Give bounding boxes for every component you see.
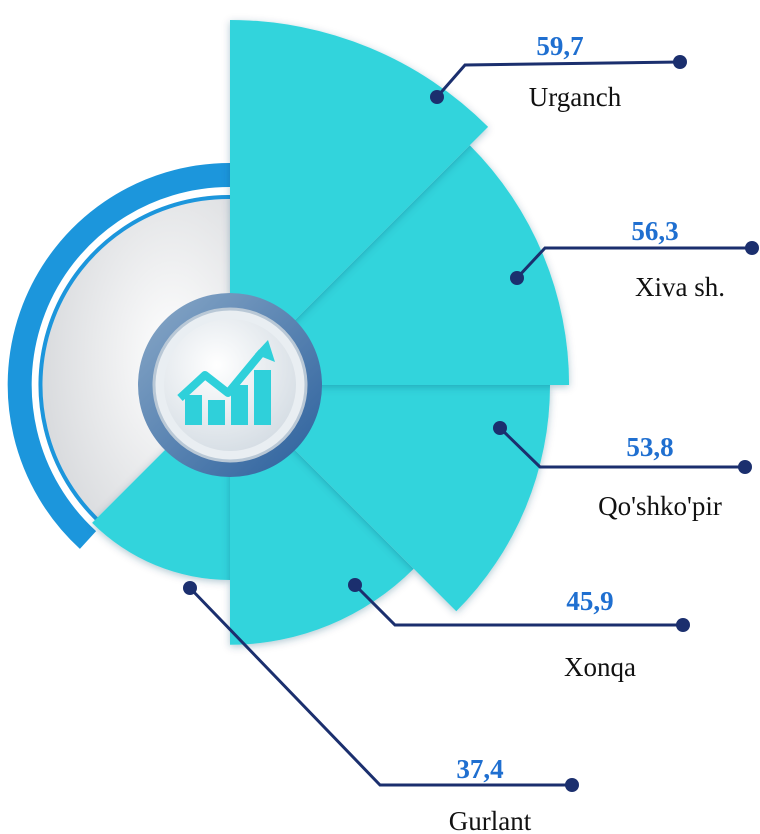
value-label: 45,9: [566, 586, 613, 616]
thin-arc: [38, 194, 231, 527]
value-label: 53,8: [626, 432, 673, 462]
backdrop: [38, 194, 230, 521]
leader-dot: [738, 460, 752, 474]
blue-arc: [7, 162, 231, 549]
leader-line: [435, 60, 681, 98]
category-label: Urganch: [529, 82, 622, 112]
leader-dot: [510, 271, 524, 285]
value-label: 56,3: [631, 216, 678, 246]
leader-dot: [430, 90, 444, 104]
icon-line: [177, 349, 266, 401]
category-label: Gurlant: [449, 806, 532, 834]
leader-line: [515, 246, 752, 280]
center-icon: [138, 293, 322, 477]
sector: [230, 385, 551, 612]
leader-line: [188, 586, 572, 787]
category-label: Qo'shko'pir: [598, 491, 722, 521]
value-label: 37,4: [456, 754, 503, 784]
value-label: 59,7: [536, 31, 583, 61]
leader-line: [498, 426, 745, 469]
category-label: Xiva sh.: [635, 272, 725, 302]
icon-arrow: [255, 340, 275, 362]
category-label: Xonqa: [564, 652, 636, 682]
leader-dot: [348, 578, 362, 592]
leader-dot: [745, 241, 759, 255]
leader-line: [353, 583, 683, 627]
leader-dot: [183, 581, 197, 595]
leader-dot: [565, 778, 579, 792]
icon-bars: [185, 370, 271, 425]
sector: [230, 20, 489, 385]
leader-dot: [493, 421, 507, 435]
callouts: 59,7 Urganch 56,3 Xiva sh. 53,8 Qo'shko'pir 45…: [183, 31, 759, 834]
leader-dot: [673, 55, 687, 69]
leader-dot: [676, 618, 690, 632]
background: [7, 162, 231, 549]
sector: [230, 145, 570, 385]
